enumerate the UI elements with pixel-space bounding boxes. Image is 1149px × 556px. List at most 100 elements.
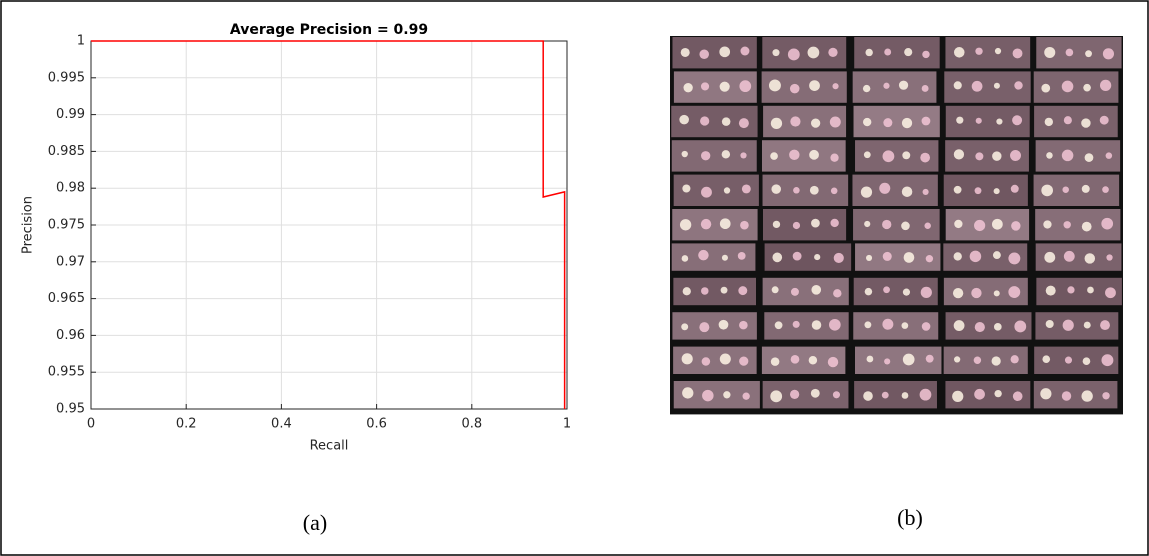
tile-light [679,114,689,125]
tile-light [993,323,1002,331]
tile-light [884,48,892,56]
tile-light [1043,220,1052,229]
tile-light [768,79,781,92]
tile-light [833,289,842,298]
tile-light [879,182,891,194]
tile-light [738,286,748,296]
tile-light [1085,50,1092,58]
tile-light [883,286,890,294]
tile-light [953,356,961,363]
tile-light [742,392,750,400]
tile-light [953,320,965,331]
tile-light [770,390,783,403]
tile-light [991,218,1003,230]
tile-light [790,354,800,364]
tile-light [1062,186,1069,193]
tile-light [701,287,709,295]
tile-light [1014,81,1023,90]
tile-light [701,357,711,366]
tile-light [829,318,841,331]
tile-light [792,251,802,261]
tile-light [789,389,800,399]
tile-light [808,356,818,365]
tile-light [721,150,731,159]
tile-light [827,356,839,368]
tile-light [701,151,711,161]
tile-light [921,116,931,126]
tile-light [809,149,819,160]
tile-light [974,219,986,232]
tile-light [920,152,931,163]
tile-light [883,118,893,128]
tile-light [1045,319,1054,329]
tile-light [975,152,984,161]
tile-light [1102,392,1110,400]
tile-light [699,49,709,59]
tile-light [701,186,712,198]
tile-light [739,320,748,330]
tile-light [991,356,1001,366]
tile-light [864,220,871,228]
tile-light [772,220,781,229]
tile-light [1012,115,1023,126]
tile-light [828,47,838,58]
tile-light [1012,48,1023,59]
tile-light [953,47,965,58]
tile-light [790,116,801,127]
tile-light [719,46,731,58]
tile-light [921,322,931,331]
tile-light [811,285,822,295]
tile-light [920,286,932,298]
tile-light [881,391,889,399]
tile-light [925,254,934,263]
tile-light [1061,80,1074,93]
tile-light [904,48,913,57]
tile-light [952,390,964,403]
caption: (a) [303,510,327,535]
tile-light [993,188,1000,195]
y-tick-label: 0.97 [56,254,85,269]
tile-light [952,287,964,299]
tile-light [698,249,709,261]
x-tick-label: 0.6 [366,417,387,432]
tile-light [1008,252,1021,265]
tile-light [1063,221,1071,229]
tile-light [992,251,1001,260]
tile-light [1041,184,1053,197]
tile-light [789,149,800,161]
tile-light [866,355,874,363]
tile-light [830,153,839,162]
tile-light [699,322,710,333]
tile-light [793,186,800,194]
tile-light [829,116,841,128]
tile-light [682,387,694,399]
image-grid [670,36,1123,415]
y-tick-label: 0.975 [48,218,85,233]
tile-light [1063,116,1072,125]
x-tick-label: 0.4 [271,417,292,432]
y-tick-label: 0.95 [56,402,85,417]
tile-light [1045,285,1056,296]
tile-light [1062,319,1074,331]
tile-light [809,80,820,91]
pr-curve [91,40,566,409]
tile-light [863,117,872,127]
tile-light [1101,217,1114,230]
tile-light [993,82,1000,89]
tile-light [682,287,691,296]
x-tick-label: 1 [563,417,571,432]
tile-light [1011,221,1021,231]
tile-light [772,49,780,57]
tile-light [809,185,819,195]
tile-light [1061,149,1074,162]
tile-light [771,286,779,294]
tile-light [884,358,891,365]
tile-light [902,151,911,160]
tile-light [922,50,930,59]
y-tick-label: 1 [77,34,85,49]
tile-light [1010,184,1019,193]
tile-light [679,219,692,231]
y-tick-label: 0.995 [48,70,85,85]
tile-light [739,80,752,93]
tile-light [882,150,895,163]
